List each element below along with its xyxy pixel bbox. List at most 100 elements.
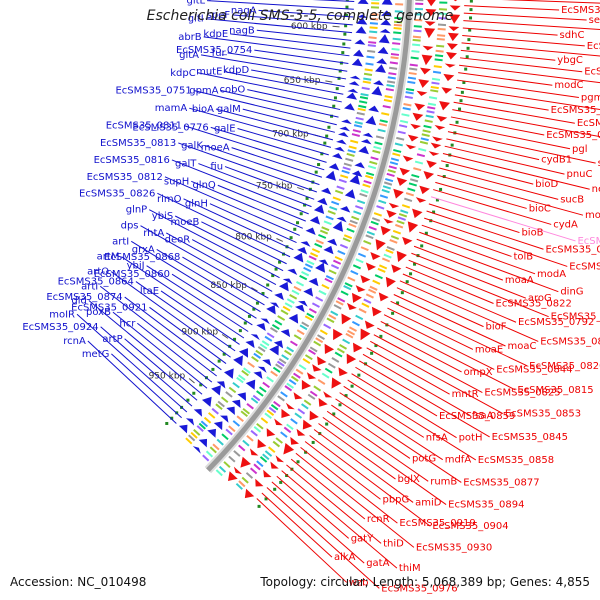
cds-arrow	[312, 364, 322, 372]
accession-text: Accession: NC_010498	[10, 575, 147, 589]
orf-marker	[217, 359, 221, 363]
cds-arrow	[444, 63, 456, 68]
cog-bar	[240, 410, 249, 418]
cog-bar	[431, 81, 440, 85]
cog-bar	[365, 171, 375, 177]
cog-bar	[383, 181, 393, 186]
orf-marker	[266, 283, 270, 287]
orf-marker	[243, 321, 247, 325]
cog-bar	[256, 390, 264, 397]
cog-bar	[253, 426, 262, 433]
orf-marker	[332, 412, 336, 416]
cds-arrow	[226, 406, 235, 415]
gene-label: EcSMS35_0820	[529, 361, 600, 372]
cog-bar	[236, 376, 244, 384]
cds-arrow	[288, 313, 299, 324]
cog-bar	[258, 386, 267, 393]
gene-label: EcSMS35_0751	[115, 86, 191, 97]
cog-bar	[358, 104, 367, 109]
gene-leader-line	[405, 266, 494, 304]
gene-leader-line	[347, 379, 477, 461]
cog-bar	[374, 274, 383, 280]
gene-label: gltL	[186, 0, 205, 7]
cog-bar	[321, 372, 330, 379]
cds-arrow	[280, 329, 291, 338]
cog-bar	[394, 142, 403, 147]
cds-arrow	[416, 90, 428, 96]
gene-leader-line	[174, 215, 284, 272]
cds-arrow	[341, 119, 352, 125]
cog-bar	[368, 288, 377, 294]
cog-bar	[340, 290, 349, 296]
cog-bar	[232, 381, 240, 389]
gene-label: gltA	[179, 50, 199, 61]
cog-bar	[330, 310, 339, 317]
gene-label: EcSMS35_0815	[517, 385, 593, 396]
cds-arrow	[399, 167, 411, 176]
cds-arrow	[412, 208, 423, 219]
cog-bar	[369, 30, 378, 34]
cds-arrow	[396, 177, 408, 186]
gene-label: moeA	[201, 143, 230, 154]
cog-bar	[348, 326, 357, 332]
cog-bar	[314, 242, 323, 248]
gene-label: cobO	[219, 85, 245, 96]
cog-bar	[330, 264, 340, 270]
cog-bar	[315, 239, 324, 245]
cog-bar	[273, 400, 281, 408]
cog-bar	[347, 149, 356, 154]
cog-bar	[387, 169, 396, 174]
position-tick	[251, 287, 258, 292]
gene-leader-line	[164, 176, 300, 236]
position-tick-label: 850 kbp	[210, 281, 247, 291]
cog-bar	[413, 167, 422, 172]
cog-bar	[318, 233, 327, 239]
gene-label: cydA	[553, 219, 578, 230]
gene-leader-line	[251, 69, 345, 88]
cog-bar	[346, 227, 355, 233]
gene-label: galK	[181, 141, 203, 152]
cog-bar	[392, 152, 401, 157]
gene-label: sucB	[560, 194, 584, 205]
cog-bar	[264, 412, 272, 419]
cds-arrow	[421, 54, 433, 66]
position-tick	[188, 378, 195, 384]
cog-bar	[291, 289, 300, 296]
gene-label: seqA	[589, 15, 600, 26]
cds-arrow	[352, 49, 364, 58]
cog-bar	[386, 172, 395, 178]
gene-leader-line	[326, 410, 429, 482]
gene-label: ybgC	[557, 55, 583, 66]
cog-bar	[382, 104, 391, 109]
cog-bar	[280, 391, 288, 398]
gene-leader-line	[408, 259, 549, 318]
cog-bar	[233, 450, 241, 457]
backbone-group	[204, 0, 414, 474]
cog-bar	[190, 431, 198, 439]
cds-arrow	[420, 67, 431, 75]
cog-bar	[392, 229, 402, 235]
cog-bar	[325, 215, 334, 221]
gene-leader-line	[435, 181, 527, 209]
cog-bar	[225, 428, 233, 436]
cog-bar	[405, 192, 415, 197]
cds-arrow	[290, 436, 299, 445]
cds-arrow	[255, 478, 264, 487]
cog-bar	[225, 391, 233, 398]
cog-bar	[370, 220, 379, 226]
cog-bar	[332, 196, 341, 202]
cog-bar	[352, 264, 362, 270]
cog-bar	[437, 27, 446, 31]
cog-bar	[228, 386, 237, 394]
cog-bar	[280, 431, 288, 438]
orf-marker	[468, 28, 472, 32]
cds-arrow	[436, 115, 448, 122]
cog-bar	[308, 307, 317, 314]
gene-leader-line	[430, 196, 576, 242]
cds-arrow	[233, 355, 243, 367]
gene-leader-line	[339, 392, 443, 461]
orf-marker	[344, 394, 348, 398]
cds-arrow	[360, 275, 371, 284]
gene-leader-line	[183, 125, 325, 171]
cds-arrow	[339, 126, 351, 132]
